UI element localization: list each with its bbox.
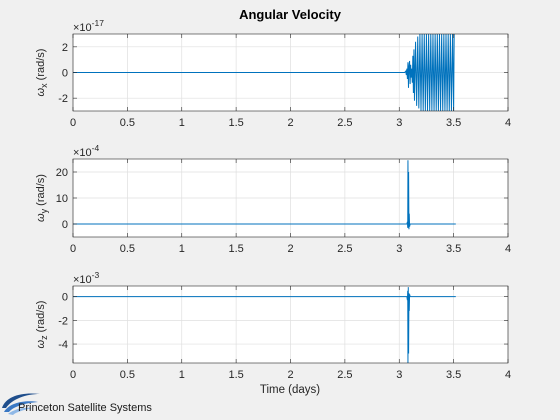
y-tick-label: 0	[62, 68, 68, 80]
x-tick-label: 1.5	[228, 117, 243, 129]
series-line	[73, 160, 456, 230]
series-line	[73, 34, 455, 111]
y-tick-label: -4	[58, 339, 68, 351]
x-tick-label: 0.5	[120, 117, 135, 129]
logo-text: Princeton Satellite Systems	[18, 402, 152, 414]
y-exponent-label: ×10-3	[73, 270, 100, 286]
x-tick-label: 0	[70, 243, 76, 255]
x-tick-label: 0.5	[120, 369, 135, 381]
x-tick-label: 3.5	[446, 117, 461, 129]
x-tick-label: 3.5	[446, 243, 461, 255]
y-tick-label: 0	[62, 292, 68, 304]
x-tick-label: 2	[287, 243, 293, 255]
y-axis-label: ωx (rad/s)	[35, 49, 49, 97]
x-tick-label: 4	[505, 243, 511, 255]
figure-title: Angular Velocity	[239, 7, 342, 22]
y-tick-label: 20	[56, 167, 68, 179]
x-tick-label: 0	[70, 369, 76, 381]
x-tick-label: 3	[396, 243, 402, 255]
swoosh-logo-icon	[2, 393, 40, 415]
x-tick-label: 2.5	[337, 243, 352, 255]
x-tick-label: 3.5	[446, 369, 461, 381]
y-tick-label: -2	[58, 93, 68, 105]
y-tick-label: 2	[62, 42, 68, 54]
x-tick-label: 3	[396, 117, 402, 129]
x-tick-label: 0	[70, 117, 76, 129]
y-tick-label: -2	[58, 315, 68, 327]
subplot-2: 0 0.5 1 1.5 2 2.5 3 3.5 4 0 10 20 ×10-4 ωy (rad/s)	[35, 143, 511, 255]
x-tick-label: 2.5	[337, 117, 352, 129]
series-line	[73, 287, 456, 363]
x-tick-label: 1	[179, 243, 185, 255]
y-tick-label: 10	[56, 193, 68, 205]
subplot-3: 0 0.5 1 1.5 2 2.5 3 3.5 4 -4 -2 0 ×10-3 ωz (rad/s)	[35, 270, 511, 381]
y-tick-label: 0	[62, 219, 68, 231]
x-tick-label: 1.5	[228, 369, 243, 381]
x-tick-label: 1	[179, 117, 185, 129]
y-exponent-label: ×10-4	[73, 143, 100, 159]
y-axis-label: ωy (rad/s)	[35, 174, 49, 222]
y-axis-label: ωz (rad/s)	[35, 301, 49, 349]
x-tick-label: 2.5	[337, 369, 352, 381]
x-tick-label: 1.5	[228, 243, 243, 255]
company-logo: Princeton Satellite Systems	[2, 393, 152, 415]
x-tick-label: 4	[505, 369, 511, 381]
y-exponent-label: ×10-17	[73, 18, 104, 34]
x-tick-label: 1	[179, 369, 185, 381]
x-tick-label: 4	[505, 117, 511, 129]
x-tick-label: 2	[287, 369, 293, 381]
x-tick-label: 0.5	[120, 243, 135, 255]
x-tick-label: 3	[396, 369, 402, 381]
x-axis-label: Time (days)	[260, 384, 320, 396]
x-tick-label: 2	[287, 117, 293, 129]
